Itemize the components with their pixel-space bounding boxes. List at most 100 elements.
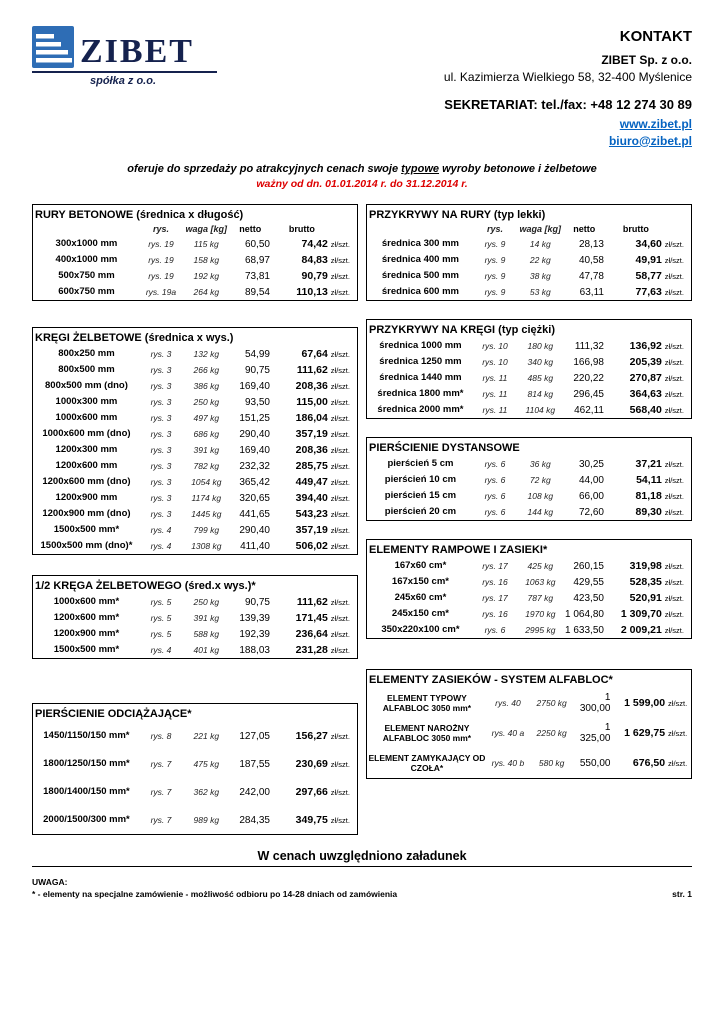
- weight-value: 14 kg: [529, 239, 551, 250]
- drawing-ref: rys. 6: [484, 459, 506, 470]
- gross-price: 171,45: [295, 612, 328, 625]
- product-name: 800x500 mm (dno): [45, 380, 128, 392]
- table-row: 1200x900 mm* rys. 5 588 kg 192,39 236,64 zł/s…: [33, 626, 357, 642]
- drawing-ref: rys. 3: [150, 461, 172, 472]
- drawing-ref: rys. 6: [484, 491, 506, 502]
- table-row: średnica 500 mm rys. 9 38 kg 47,78 58,77 zł/s…: [367, 268, 691, 284]
- product-name: 1200x600 mm (dno): [42, 476, 131, 488]
- tables-area: RURY BETONOWE (średnica x długość) rys. wa…: [32, 204, 692, 836]
- net-price: 411,40: [240, 540, 270, 552]
- email-link[interactable]: biuro@zibet.pl: [608, 133, 692, 148]
- unit-label: zł/szt.: [330, 477, 350, 487]
- product-name: 1500x500 mm*: [53, 524, 120, 536]
- zibet-logo-icon: [32, 26, 74, 68]
- unit-label: zł/szt.: [664, 609, 684, 619]
- drawing-ref: rys. 40 a: [491, 728, 525, 739]
- right-column: PRZYKRYWY NA RURY (typ lekki) rys. waga [k…: [366, 204, 692, 780]
- table-row: pierścień 15 cm rys. 6 108 kg 66,00 81,18 zł/…: [367, 488, 691, 504]
- net-price: 90,75: [244, 596, 270, 608]
- unit-label: zł/szt.: [664, 357, 684, 367]
- table-title: 1/2 KRĘGA ŻELBETOWEGO (śred.x wys.)*: [35, 580, 256, 593]
- weight-value: 2750 kg: [536, 698, 567, 709]
- gross-price: 49,91: [635, 254, 662, 267]
- weight-value: 580 kg: [538, 758, 565, 769]
- weight-value: 787 kg: [527, 593, 554, 604]
- product-name: średnica 2000 mm*: [377, 404, 464, 416]
- product-name: średnica 400 mm: [381, 254, 459, 266]
- net-price: 93,50: [244, 396, 270, 408]
- product-name: 800x250 mm: [58, 348, 115, 360]
- net-price: 72,60: [578, 506, 604, 518]
- gross-price: 528,35: [629, 576, 662, 589]
- net-price: 73,81: [244, 270, 270, 282]
- net-price: 441,65: [239, 508, 270, 520]
- weight-value: 264 kg: [193, 287, 220, 298]
- drawing-ref: rys. 40 b: [491, 758, 525, 769]
- product-name: 1000x600 mm: [55, 412, 118, 424]
- drawing-ref: rys. 10: [482, 357, 508, 368]
- unit-label: zł/szt.: [330, 525, 350, 535]
- weight-value: 497 kg: [193, 413, 220, 424]
- offer-line: oferuje do sprzedaży po atrakcyjnych cen…: [32, 163, 692, 175]
- weight-value: 485 kg: [527, 373, 554, 384]
- gross-price: 349,75: [295, 814, 328, 827]
- table-row: średnica 2000 mm* rys. 11 1104 kg 462,11 568…: [367, 402, 691, 418]
- net-price: 111,32: [574, 340, 604, 352]
- net-price: 66,00: [578, 490, 604, 502]
- uwaga-label: UWAGA:: [32, 877, 68, 888]
- zibet-logo: ZIBET spółka z o.o.: [32, 26, 217, 87]
- drawing-ref: rys. 6: [484, 475, 506, 486]
- drawing-ref: rys. 9: [484, 271, 506, 282]
- drawing-ref: rys. 16: [482, 577, 508, 588]
- weight-value: 1104 kg: [525, 405, 556, 416]
- weight-value: 799 kg: [193, 525, 220, 536]
- drawing-ref: rys. 3: [150, 381, 172, 392]
- gross-price: 90,79: [301, 270, 328, 283]
- drawing-ref: rys. 4: [150, 541, 172, 552]
- column-header: rys.: [486, 224, 503, 235]
- table-elementy-rampowe: ELEMENTY RAMPOWE I ZASIEKI* 167x60 cm* rys…: [366, 539, 692, 640]
- contact-block: KONTAKT ZIBET Sp. z o.o. ul. Kazimierza …: [444, 26, 692, 149]
- unit-label: zł/szt.: [664, 255, 684, 265]
- gross-price: 357,19: [295, 428, 328, 441]
- unit-label: zł/szt.: [330, 397, 350, 407]
- drawing-ref: rys. 11: [482, 405, 508, 416]
- unit-label: zł/szt.: [330, 413, 350, 423]
- net-price: 290,40: [239, 428, 270, 440]
- table-row: pierścień 5 cm rys. 6 36 kg 30,25 37,21 zł/sz…: [367, 456, 691, 472]
- drawing-ref: rys. 3: [150, 477, 172, 488]
- drawing-ref: rys. 7: [150, 759, 172, 770]
- net-price: 550,00: [579, 757, 611, 769]
- table-row: 1200x300 mm rys. 3 391 kg 169,40 208,36 zł/sz…: [33, 442, 357, 458]
- table-row: 800x500 mm rys. 3 266 kg 90,75 111,62 zł/szt.: [33, 362, 357, 378]
- unit-label: zł/szt.: [664, 625, 684, 635]
- product-name: 600x750 mm: [58, 286, 115, 298]
- table-row: 600x750 mm rys. 19a 264 kg 89,54 110,13 zł/sz…: [33, 284, 357, 300]
- weight-value: 115 kg: [193, 239, 219, 250]
- gross-price: 58,77: [635, 270, 662, 283]
- product-name: pierścień 5 cm: [387, 458, 454, 470]
- gross-price: 231,28: [295, 644, 328, 657]
- weight-value: 1063 kg: [525, 577, 556, 588]
- product-name: średnica 1800 mm*: [377, 388, 464, 400]
- product-name: 167x60 cm*: [394, 560, 447, 572]
- gross-price: 54,11: [636, 474, 662, 487]
- table-rury-betonowe: RURY BETONOWE (średnica x długość) rys. wa…: [32, 204, 358, 302]
- intro-block: oferuje do sprzedaży po atrakcyjnych cen…: [32, 163, 692, 190]
- product-name: 1000x600 mm*: [53, 596, 120, 608]
- weight-value: 108 kg: [527, 491, 554, 502]
- table-title: ELEMENTY ZASIEKÓW - SYSTEM ALFABLOC*: [369, 674, 613, 687]
- gross-price: 136,92: [629, 340, 662, 353]
- net-price: 169,40: [239, 380, 270, 392]
- weight-value: 132 kg: [193, 349, 220, 360]
- table-row: 1450/1150/150 mm* rys. 8 221 kg 127,05 156,2…: [33, 722, 357, 750]
- gross-price: 67,64: [301, 348, 328, 361]
- website-link[interactable]: www.zibet.pl: [619, 116, 692, 131]
- table-row: średnica 600 mm rys. 9 53 kg 63,11 77,63 zł/s…: [367, 284, 691, 300]
- gross-price: 676,50: [632, 757, 666, 770]
- table-row: 1500x500 mm (dno)* rys. 4 1308 kg 411,40 506…: [33, 538, 357, 554]
- table-row: 167x60 cm* rys. 17 425 kg 260,15 319,98 zł/sz…: [367, 558, 691, 574]
- product-name: 1500x500 mm*: [53, 644, 120, 656]
- table-column-headers: rys. waga [kg] netto brutto: [367, 223, 691, 236]
